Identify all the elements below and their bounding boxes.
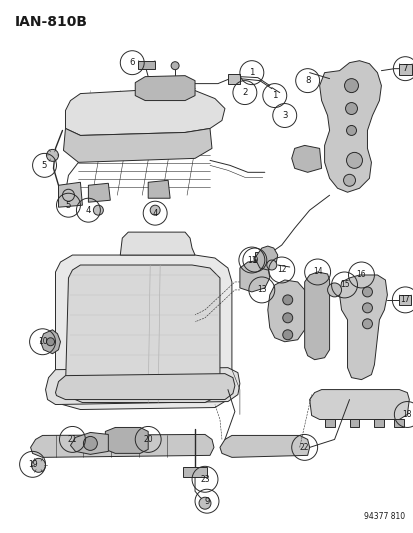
Polygon shape: [45, 368, 239, 405]
Circle shape: [362, 303, 372, 313]
Polygon shape: [304, 272, 329, 360]
Text: 9: 9: [252, 255, 257, 264]
Text: 7: 7: [401, 64, 407, 73]
Text: 4: 4: [152, 209, 157, 217]
Circle shape: [344, 79, 358, 93]
Polygon shape: [120, 232, 195, 255]
Circle shape: [62, 189, 74, 201]
Text: 20: 20: [143, 435, 153, 444]
Circle shape: [346, 125, 356, 135]
Circle shape: [362, 319, 372, 329]
Text: 9: 9: [204, 497, 209, 506]
Text: 16: 16: [356, 270, 366, 279]
Polygon shape: [399, 63, 411, 75]
Text: 23: 23: [200, 475, 209, 484]
Polygon shape: [339, 275, 387, 379]
Circle shape: [46, 149, 58, 161]
Text: IAN-810B: IAN-810B: [14, 15, 88, 29]
Circle shape: [150, 205, 160, 215]
Polygon shape: [65, 88, 224, 135]
Polygon shape: [135, 76, 195, 101]
Text: 8: 8: [304, 76, 310, 85]
Circle shape: [345, 102, 357, 115]
Text: 12: 12: [276, 265, 286, 274]
Polygon shape: [105, 427, 148, 454]
Circle shape: [327, 283, 341, 297]
Text: 5: 5: [42, 161, 47, 170]
Polygon shape: [40, 330, 60, 354]
Polygon shape: [55, 374, 234, 400]
Polygon shape: [324, 419, 334, 427]
Text: 2: 2: [242, 88, 247, 97]
Polygon shape: [254, 252, 269, 262]
Polygon shape: [349, 419, 358, 427]
Circle shape: [199, 497, 211, 509]
Text: 1: 1: [271, 91, 277, 100]
Polygon shape: [219, 435, 309, 457]
Circle shape: [83, 437, 97, 450]
Text: 13: 13: [256, 285, 266, 294]
Text: 10: 10: [38, 337, 47, 346]
Polygon shape: [373, 419, 384, 427]
Polygon shape: [88, 183, 110, 202]
Text: 4: 4: [85, 206, 91, 215]
Text: 15: 15: [339, 280, 349, 289]
Text: 11: 11: [247, 255, 256, 264]
Polygon shape: [138, 61, 155, 69]
Circle shape: [266, 260, 276, 270]
Circle shape: [343, 174, 355, 186]
Polygon shape: [399, 295, 411, 305]
Polygon shape: [55, 255, 231, 409]
Circle shape: [362, 287, 372, 297]
Polygon shape: [319, 61, 380, 192]
Text: 6: 6: [129, 58, 135, 67]
Polygon shape: [70, 432, 108, 454]
Circle shape: [282, 313, 292, 323]
Text: 94377 810: 94377 810: [363, 512, 404, 521]
Polygon shape: [65, 265, 219, 402]
Polygon shape: [31, 434, 214, 457]
Polygon shape: [239, 260, 269, 292]
Polygon shape: [183, 467, 206, 477]
Text: 17: 17: [399, 295, 409, 304]
Circle shape: [31, 458, 45, 472]
Text: 19: 19: [28, 460, 37, 469]
Circle shape: [46, 338, 55, 346]
Text: 21: 21: [68, 435, 77, 444]
Circle shape: [346, 152, 362, 168]
Polygon shape: [58, 182, 82, 207]
Text: 5: 5: [66, 201, 71, 209]
Text: 1: 1: [249, 68, 254, 77]
Circle shape: [282, 295, 292, 305]
Polygon shape: [394, 419, 404, 427]
Circle shape: [171, 62, 179, 70]
Text: 14: 14: [312, 268, 322, 277]
Polygon shape: [63, 128, 211, 163]
Polygon shape: [254, 246, 277, 270]
Polygon shape: [148, 180, 170, 198]
Polygon shape: [228, 74, 239, 84]
Polygon shape: [267, 280, 304, 342]
Text: 3: 3: [281, 111, 287, 120]
Polygon shape: [309, 390, 408, 419]
Circle shape: [282, 330, 292, 340]
Circle shape: [93, 205, 103, 215]
Text: 22: 22: [299, 443, 309, 452]
Text: 18: 18: [401, 410, 411, 419]
Polygon shape: [291, 146, 321, 172]
